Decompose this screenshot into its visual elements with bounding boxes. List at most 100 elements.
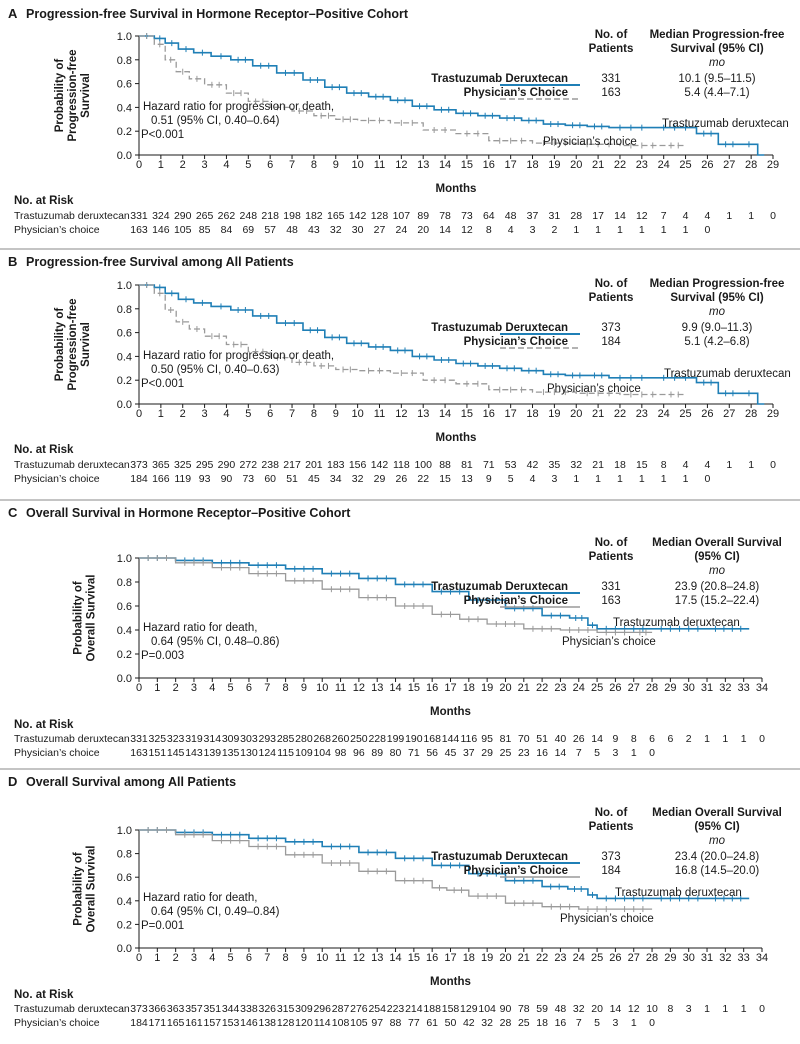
x-tick-label: 12 xyxy=(395,159,407,171)
y-tick-label: 0.4 xyxy=(117,102,132,114)
x-tick-label: 20 xyxy=(570,159,582,171)
risk-value-tdxd: 18 xyxy=(614,459,626,471)
x-tick-label: 14 xyxy=(439,408,451,420)
risk-value-tdxd: 48 xyxy=(555,1003,567,1015)
median-pc: 5.1 (4.2–6.8) xyxy=(684,336,749,348)
risk-value-tdxd: 363 xyxy=(167,1003,185,1015)
unit-label: mo xyxy=(709,835,726,847)
risk-value-tdxd: 71 xyxy=(483,459,495,471)
unit-label: mo xyxy=(709,306,726,318)
x-tick-label: 29 xyxy=(767,408,779,420)
x-tick-label: 6 xyxy=(267,159,273,171)
risk-value-tdxd: 89 xyxy=(417,210,429,222)
x-tick-label: 10 xyxy=(316,952,328,964)
x-tick-label: 0 xyxy=(136,952,142,964)
risk-table: No. at Risk Trastuzumab deruxtecan Physici… xyxy=(14,444,776,485)
y-tick-label: 0.2 xyxy=(117,126,132,138)
x-tick-label: 29 xyxy=(767,159,779,171)
risk-value-pc: 135 xyxy=(222,747,240,759)
risk-value-pc: 146 xyxy=(152,224,170,236)
x-tick-label: 4 xyxy=(223,408,229,420)
y-tick-label: 1.0 xyxy=(117,280,132,292)
x-tick-label: 7 xyxy=(289,159,295,171)
risk-value-tdxd: 323 xyxy=(167,733,185,745)
x-tick-label: 16 xyxy=(426,682,438,694)
risk-value-pc: 1 xyxy=(617,224,623,236)
x-tick-label: 16 xyxy=(483,408,495,420)
risk-value-pc: 57 xyxy=(264,224,276,236)
x-tick-label: 23 xyxy=(554,952,566,964)
risk-value-tdxd: 81 xyxy=(461,459,473,471)
x-tick-label: 31 xyxy=(701,952,713,964)
x-tick-label: 8 xyxy=(311,159,317,171)
risk-value-tdxd: 7 xyxy=(661,210,667,222)
risk-value-tdxd: 373 xyxy=(130,1003,148,1015)
x-tick-label: 7 xyxy=(289,408,295,420)
y-tick-label: 0.0 xyxy=(117,150,132,162)
x-tick-label: 0 xyxy=(136,682,142,694)
row-label-tdxd: Trastuzumab Deruxtecan xyxy=(431,322,568,334)
median-tdxd: 10.1 (9.5–11.5) xyxy=(678,73,755,85)
x-tick-label: 23 xyxy=(636,159,648,171)
risk-value-tdxd: 338 xyxy=(240,1003,258,1015)
x-tick-label: 15 xyxy=(408,952,420,964)
censor-marks-pc xyxy=(147,555,647,636)
risk-value-pc: 9 xyxy=(486,473,492,485)
x-tick-label: 1 xyxy=(158,159,164,171)
risk-value-pc: 96 xyxy=(353,747,365,759)
risk-value-pc: 45 xyxy=(445,747,457,759)
x-axis-label: Months xyxy=(430,976,471,988)
x-tick-label: 3 xyxy=(202,408,208,420)
curve-trastuzumab-deruxtecan xyxy=(139,829,750,900)
risk-value-tdxd: 331 xyxy=(130,210,148,222)
risk-value-pc: 56 xyxy=(426,747,438,759)
risk-value-pc: 1 xyxy=(595,473,601,485)
risk-value-pc: 97 xyxy=(371,1017,383,1029)
risk-value-tdxd: 188 xyxy=(423,1003,441,1015)
hazard-ratio-label: Hazard ratio for death, xyxy=(143,622,257,634)
risk-value-tdxd: 118 xyxy=(393,459,410,471)
x-tick-label: 4 xyxy=(223,159,229,171)
risk-value-pc: 45 xyxy=(308,473,320,485)
risk-value-tdxd: 214 xyxy=(405,1003,423,1015)
risk-value-tdxd: 217 xyxy=(283,459,301,471)
x-tick-label: 2 xyxy=(173,682,179,694)
risk-value-pc: 1 xyxy=(573,224,579,236)
x-tick-label: 2 xyxy=(180,408,186,420)
y-tick-label: 0.0 xyxy=(117,943,132,955)
risk-value-tdxd: 1 xyxy=(748,210,754,222)
risk-value-tdxd: 4 xyxy=(704,210,710,222)
risk-value-tdxd: 357 xyxy=(185,1003,203,1015)
risk-value-tdxd: 285 xyxy=(277,733,295,745)
risk-value-tdxd: 104 xyxy=(478,1003,496,1015)
panel-title: Overall Survival among All Patients xyxy=(26,775,236,789)
row-label-pc: Physician’s Choice xyxy=(464,87,568,99)
risk-value-pc: 105 xyxy=(350,1017,368,1029)
x-tick-label: 19 xyxy=(481,952,493,964)
x-tick-label: 28 xyxy=(646,952,658,964)
risk-value-tdxd: 90 xyxy=(500,1003,512,1015)
risk-value-pc: 84 xyxy=(221,224,233,236)
y-axis-label: Probability of Overall Survival xyxy=(73,846,98,933)
panel-d: D Overall Survival among All Patients Prob… xyxy=(8,774,782,1029)
x-tick-label: 21 xyxy=(592,159,604,171)
risk-value-pc: 42 xyxy=(463,1017,475,1029)
y-axis-label-line: Overall Survival xyxy=(86,846,98,933)
x-tick-label: 25 xyxy=(591,952,603,964)
x-tick-label: 26 xyxy=(701,159,713,171)
x-tick-label: 11 xyxy=(374,159,385,171)
risk-value-pc: 20 xyxy=(417,224,429,236)
panel-letter: D xyxy=(8,774,17,789)
x-tick-label: 28 xyxy=(646,682,658,694)
y-tick-label: 0.4 xyxy=(117,351,132,363)
risk-value-tdxd: 260 xyxy=(332,733,350,745)
hazard-ratio-label: Hazard ratio for progression or death, xyxy=(143,101,334,113)
y-axis-label: Probability of Progression-free Survival xyxy=(54,298,92,390)
median-tdxd: 9.9 (9.0–11.3) xyxy=(682,322,753,334)
risk-value-pc: 3 xyxy=(612,1017,618,1029)
risk-value-pc: 13 xyxy=(461,473,473,485)
risk-value-pc: 16 xyxy=(555,1017,567,1029)
risk-value-tdxd: 48 xyxy=(505,210,517,222)
x-tick-label: 11 xyxy=(374,408,385,420)
row-label-tdxd: Trastuzumab Deruxtecan xyxy=(431,73,568,85)
